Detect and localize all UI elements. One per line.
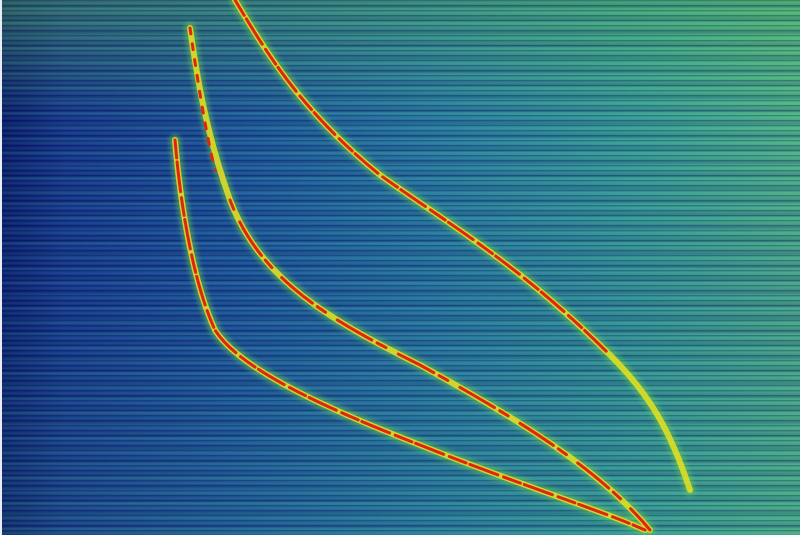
trace-group <box>169 0 696 535</box>
trace-core <box>173 0 652 532</box>
display-edge <box>0 0 2 535</box>
